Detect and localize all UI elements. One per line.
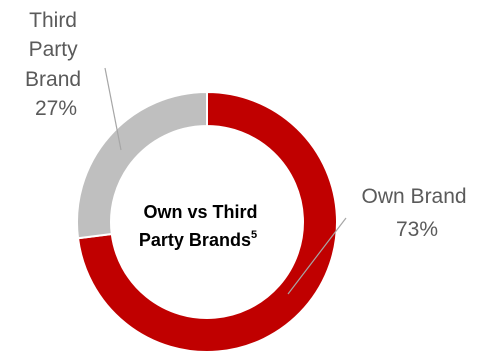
label-third-party-line2: Party xyxy=(29,38,79,61)
chart-title-superscript: 5 xyxy=(251,229,257,241)
value-third-party: 27% xyxy=(35,97,77,120)
donut-slice-third-party-brand xyxy=(76,90,208,240)
donut-slices xyxy=(76,90,338,353)
label-own-brand-line1: Own Brand xyxy=(362,185,467,208)
chart-title-line1: Own vs Third xyxy=(143,202,257,222)
label-own-brand: Own Brand 73% xyxy=(362,185,473,241)
label-third-party: Third Party Brand 27% xyxy=(25,9,87,120)
chart-title: Own vs Third Party Brands5 xyxy=(139,202,263,250)
label-third-party-line3: Brand xyxy=(25,68,81,91)
label-third-party-line1: Third xyxy=(29,9,77,32)
value-own-brand: 73% xyxy=(396,218,438,241)
leader-line-own-brand xyxy=(287,217,347,295)
donut-slice-own-brand xyxy=(76,90,338,353)
chart-title-line2: Party Brands xyxy=(139,230,251,250)
leader-line-third-party xyxy=(104,67,122,151)
